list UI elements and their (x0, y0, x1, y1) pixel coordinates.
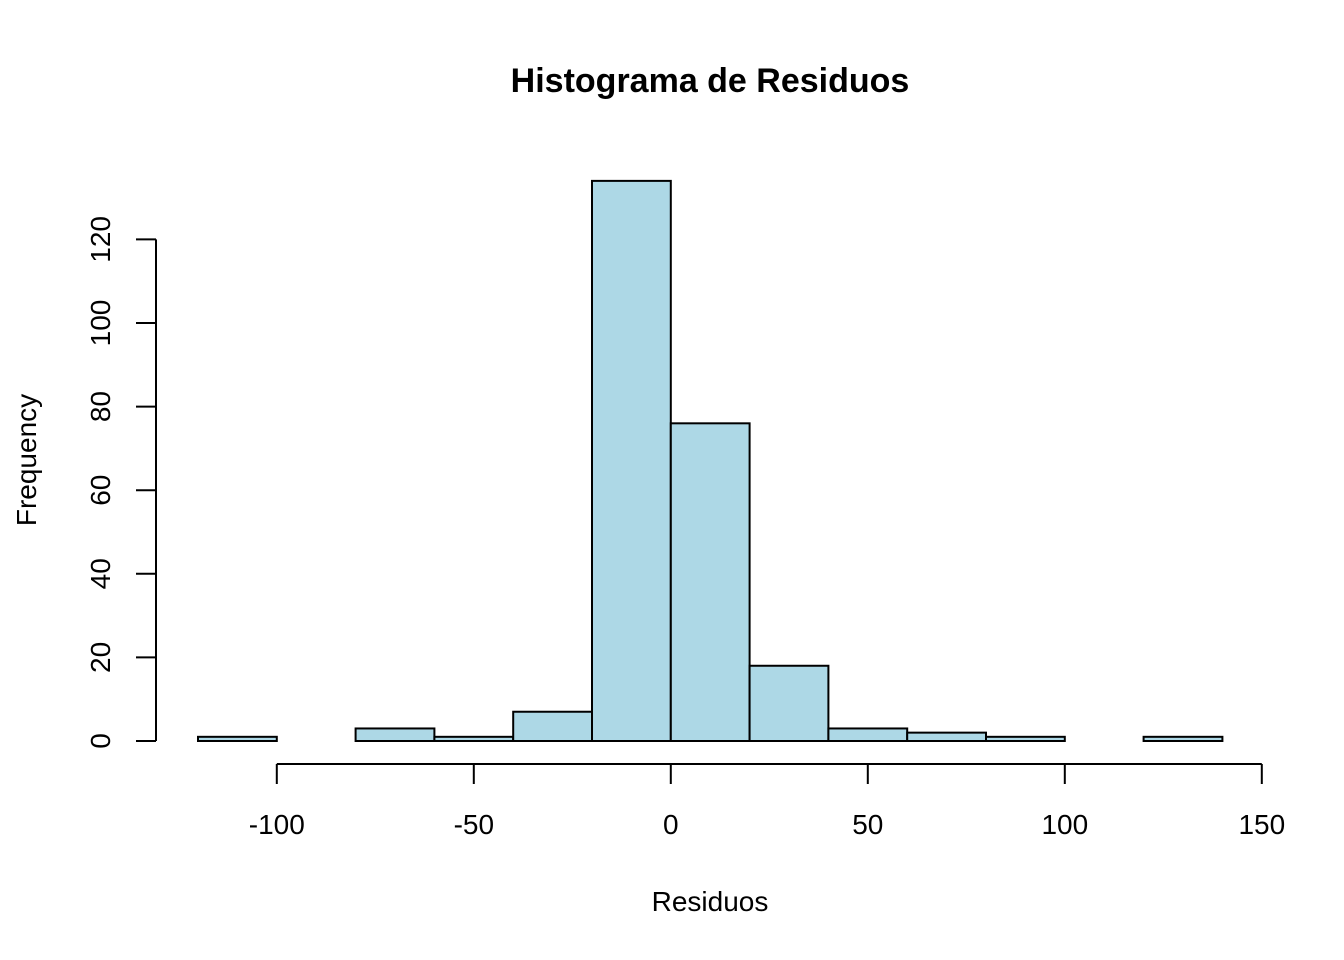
histogram-bar (827, 727, 909, 743)
y-axis: 0 20 40 60 80 100 120 (85, 216, 157, 749)
histogram-bar (669, 422, 751, 742)
histogram-bar (433, 735, 515, 743)
y-tick-label: 20 (85, 642, 116, 673)
y-tick-label: 100 (85, 300, 116, 347)
x-tick-label: -50 (454, 809, 494, 840)
x-tick-label: 50 (852, 809, 883, 840)
histogram-bar (591, 179, 672, 742)
x-axis-label: Residuos (652, 886, 769, 917)
y-tick-label: 0 (85, 733, 116, 749)
histogram-bar (197, 735, 278, 743)
x-tick-label: 150 (1238, 809, 1285, 840)
y-axis-label: Frequency (11, 394, 42, 526)
x-tick-label: 100 (1041, 809, 1088, 840)
histogram-bar (512, 710, 594, 742)
histogram-bar (354, 727, 436, 743)
chart-title: Histograma de Residuos (511, 62, 910, 100)
x-tick-label: 0 (663, 809, 679, 840)
y-tick-label: 120 (85, 216, 116, 263)
x-axis: -100 -50 0 50 100 150 (249, 763, 1285, 840)
bars-group (197, 179, 1224, 743)
histogram-bar (906, 731, 988, 743)
histogram-bar (1142, 735, 1224, 743)
y-tick-label: 40 (85, 558, 116, 589)
histogram-bar (748, 664, 830, 743)
x-tick-label: -100 (249, 809, 305, 840)
y-tick-label: 60 (85, 475, 116, 506)
histogram-bar (985, 735, 1066, 743)
y-tick-label: 80 (85, 391, 116, 422)
